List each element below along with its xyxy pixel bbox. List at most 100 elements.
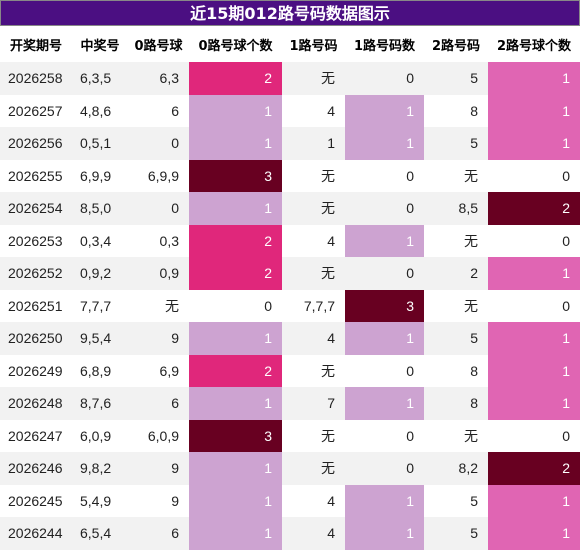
header-cell: 1路号码数	[345, 26, 424, 62]
table-cell: 5,4,9	[72, 484, 128, 517]
table-cell: 1	[345, 127, 424, 160]
table-row: 2026246 9,8,2 9 1 无 0 8,2 2	[0, 452, 580, 485]
header-row: 开奖期号 中奖号 0路号球 0路号球个数 1路号码 1路号码数 2路号码 2路号球个数	[0, 26, 580, 62]
table-cell: 2026249	[0, 354, 72, 387]
table-cell: 7	[282, 387, 345, 420]
table-cell: 0,9,2	[72, 257, 128, 290]
table-cell: 3	[345, 289, 424, 322]
table-cell: 0,9	[128, 257, 189, 290]
table-cell: 7,7,7	[282, 289, 345, 322]
table-cell: 1	[282, 127, 345, 160]
table-cell: 6	[128, 387, 189, 420]
table-cell: 5	[424, 322, 488, 355]
table-cell: 无	[282, 192, 345, 225]
table-cell: 1	[189, 484, 282, 517]
table-cell: 0	[345, 192, 424, 225]
table-cell: 1	[488, 94, 580, 127]
table-cell: 无	[282, 257, 345, 290]
table-cell: 5	[424, 517, 488, 550]
table-cell: 0	[345, 452, 424, 485]
table-cell: 0,3	[128, 224, 189, 257]
table-cell: 无	[282, 419, 345, 452]
table-cell: 1	[488, 62, 580, 95]
table-cell: 无	[424, 159, 488, 192]
table-cell: 无	[282, 62, 345, 95]
table-cell: 1	[189, 94, 282, 127]
table-cell: 1	[488, 322, 580, 355]
header-cell: 1路号码	[282, 26, 345, 62]
table-cell: 1	[189, 192, 282, 225]
table-cell: 0	[488, 159, 580, 192]
table-cell: 2	[488, 192, 580, 225]
table-cell: 无	[424, 419, 488, 452]
table-cell: 2	[189, 62, 282, 95]
table-cell: 0	[128, 192, 189, 225]
table-cell: 2026254	[0, 192, 72, 225]
table-cell: 2026256	[0, 127, 72, 160]
table-cell: 无	[282, 159, 345, 192]
table-row: 2026256 0,5,1 0 1 1 1 5 1	[0, 127, 580, 160]
table-cell: 0	[488, 289, 580, 322]
table-cell: 0	[345, 257, 424, 290]
table-cell: 0,3,4	[72, 224, 128, 257]
table-cell: 8,7,6	[72, 387, 128, 420]
table-row: 2026251 7,7,7 无 0 7,7,7 3 无 0	[0, 289, 580, 322]
table-row: 2026257 4,8,6 6 1 4 1 8 1	[0, 94, 580, 127]
table-cell: 无	[424, 289, 488, 322]
table-row: 2026248 8,7,6 6 1 7 1 8 1	[0, 387, 580, 420]
table-cell: 7,7,7	[72, 289, 128, 322]
table-cell: 0	[488, 224, 580, 257]
table-cell: 2026248	[0, 387, 72, 420]
table-cell: 2026252	[0, 257, 72, 290]
table-cell: 0	[488, 419, 580, 452]
table-cell: 8	[424, 94, 488, 127]
table-cell: 6,9	[128, 354, 189, 387]
table-cell: 2026246	[0, 452, 72, 485]
table-cell: 1	[488, 354, 580, 387]
title: 近15期012路号码数据图示	[0, 0, 580, 26]
table-cell: 0	[345, 62, 424, 95]
table-row: 2026255 6,9,9 6,9,9 3 无 0 无 0	[0, 159, 580, 192]
table-cell: 6,8,9	[72, 354, 128, 387]
table-cell: 1	[488, 127, 580, 160]
table-cell: 0	[345, 419, 424, 452]
table-cell: 8,5,0	[72, 192, 128, 225]
table-cell: 1	[488, 257, 580, 290]
table-cell: 9	[128, 484, 189, 517]
table-body: 2026258 6,3,5 6,3 2 无 0 5 1 2026257 4,8,6 6 1 4 1 8 1 20…	[0, 62, 580, 550]
table-cell: 6,3,5	[72, 62, 128, 95]
table-cell: 2026257	[0, 94, 72, 127]
table-cell: 2026247	[0, 419, 72, 452]
header-cell: 2路号码	[424, 26, 488, 62]
table-row: 2026245 5,4,9 9 1 4 1 5 1	[0, 484, 580, 517]
table-cell: 2	[424, 257, 488, 290]
header-cell: 0路号球	[128, 26, 189, 62]
table-row: 2026253 0,3,4 0,3 2 4 1 无 0	[0, 224, 580, 257]
table-cell: 4	[282, 517, 345, 550]
table-row: 2026250 9,5,4 9 1 4 1 5 1	[0, 322, 580, 355]
table-cell: 2	[189, 224, 282, 257]
table-row: 2026258 6,3,5 6,3 2 无 0 5 1	[0, 62, 580, 95]
table-cell: 5	[424, 62, 488, 95]
table-cell: 6,9,9	[72, 159, 128, 192]
data-table: 开奖期号 中奖号 0路号球 0路号球个数 1路号码 1路号码数 2路号码 2路号球个数 202…	[0, 26, 580, 550]
header-cell: 0路号球个数	[189, 26, 282, 62]
table-cell: 9,8,2	[72, 452, 128, 485]
table-cell: 4	[282, 94, 345, 127]
table-cell: 2	[189, 257, 282, 290]
table-cell: 无	[282, 354, 345, 387]
table-cell: 0	[128, 127, 189, 160]
table-cell: 5	[424, 127, 488, 160]
table-cell: 1	[345, 94, 424, 127]
header-cell: 2路号球个数	[488, 26, 580, 62]
table-cell: 9	[128, 322, 189, 355]
table-row: 2026249 6,8,9 6,9 2 无 0 8 1	[0, 354, 580, 387]
table-cell: 无	[424, 224, 488, 257]
table-cell: 2	[488, 452, 580, 485]
table-cell: 6	[128, 94, 189, 127]
table-cell: 1	[345, 322, 424, 355]
table-cell: 3	[189, 419, 282, 452]
table-cell: 2026258	[0, 62, 72, 95]
table-cell: 4	[282, 322, 345, 355]
